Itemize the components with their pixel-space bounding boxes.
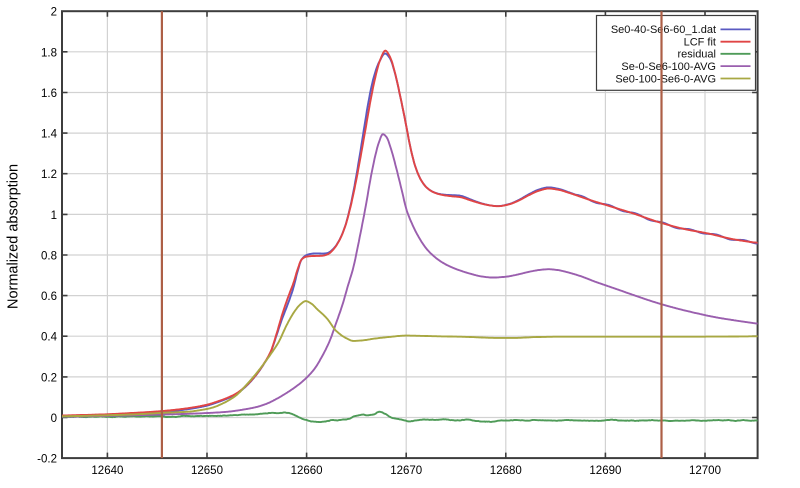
svg-text:12650: 12650: [191, 465, 223, 477]
svg-text:1.2: 1.2: [41, 169, 57, 181]
svg-text:12670: 12670: [390, 465, 422, 477]
svg-text:-0.2: -0.2: [37, 454, 57, 466]
svg-text:0.8: 0.8: [41, 251, 57, 263]
svg-text:1: 1: [51, 210, 57, 222]
svg-text:2: 2: [51, 7, 57, 19]
svg-text:Se0-40-Se6-60_1.dat: Se0-40-Se6-60_1.dat: [611, 24, 716, 36]
svg-text:12640: 12640: [91, 465, 123, 477]
svg-text:1.6: 1.6: [41, 88, 57, 100]
svg-text:0.2: 0.2: [41, 372, 57, 384]
svg-text:12660: 12660: [291, 465, 323, 477]
svg-text:residual: residual: [677, 49, 716, 61]
svg-text:Normalized absorption: Normalized absorption: [6, 164, 22, 309]
svg-text:0: 0: [51, 413, 57, 425]
svg-text:LCF fit: LCF fit: [684, 37, 716, 49]
svg-text:12700: 12700: [689, 465, 721, 477]
svg-text:0.4: 0.4: [41, 332, 58, 344]
svg-text:Se0-100-Se6-0-AVG: Se0-100-Se6-0-AVG: [615, 73, 716, 85]
svg-text:1.8: 1.8: [41, 47, 57, 59]
svg-text:1.4: 1.4: [41, 129, 58, 141]
svg-text:0.6: 0.6: [41, 291, 57, 303]
svg-text:12690: 12690: [589, 465, 621, 477]
svg-text:12680: 12680: [490, 465, 522, 477]
svg-text:Se-0-Se6-100-AVG: Se-0-Se6-100-AVG: [621, 61, 716, 73]
